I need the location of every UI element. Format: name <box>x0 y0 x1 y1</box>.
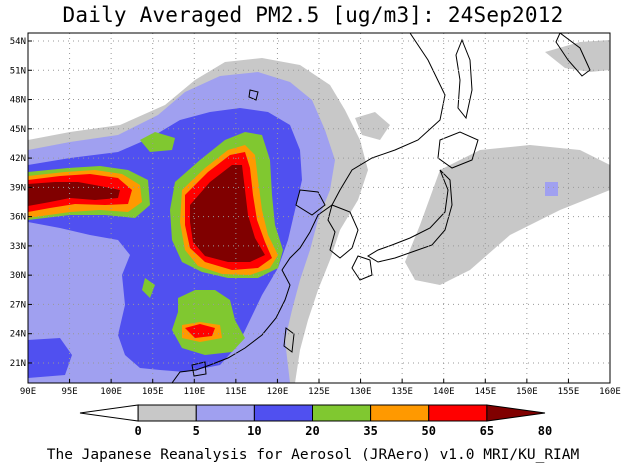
x-tick-label: 130E <box>350 387 372 397</box>
colorbar-label: 20 <box>305 424 319 438</box>
colorbar-swatch <box>137 404 197 422</box>
x-axis: 90E 95E 100E 105E 110E 115E 120E 125E 130E 135E 14… <box>20 379 621 397</box>
colorbar-label: 50 <box>422 424 436 438</box>
coastline-kamchatka <box>555 33 591 77</box>
y-tick-label: 33N <box>10 242 26 252</box>
x-tick-label: 120E <box>267 387 289 397</box>
x-tick-label: 140E <box>433 387 455 397</box>
colorbar-label: 65 <box>480 424 494 438</box>
x-tick-label: 135E <box>391 387 413 397</box>
y-tick-label: 45N <box>10 125 26 135</box>
y-tick-label: 42N <box>10 154 26 164</box>
colorbar-swatch <box>428 404 488 422</box>
coastline-kyushu <box>351 255 373 281</box>
contour-35 <box>142 278 155 298</box>
coastline-korea <box>327 204 359 259</box>
contour-5 <box>405 145 610 285</box>
concentration-field <box>28 40 610 383</box>
x-tick-label: 105E <box>142 387 164 397</box>
coastlines <box>171 33 591 383</box>
colorbar: 0 5 10 20 35 50 65 80 <box>79 404 552 438</box>
y-tick-label: 48N <box>10 96 26 106</box>
colorbar-swatch <box>195 404 255 422</box>
colorbar-swatch <box>79 404 139 422</box>
coastline-asia <box>171 33 446 383</box>
x-tick-label: 155E <box>558 387 580 397</box>
y-tick-label: 30N <box>10 271 26 281</box>
colorbar-label: 35 <box>363 424 377 438</box>
coastline-hainan <box>191 361 207 377</box>
colorbar-label: 0 <box>135 424 142 438</box>
contour-5 <box>355 112 390 140</box>
coastline-sakhalin <box>455 38 473 120</box>
y-tick-label: 36N <box>10 213 26 223</box>
x-tick-label: 125E <box>308 387 330 397</box>
contour-80 <box>190 165 265 262</box>
x-tick-label: 95E <box>61 387 77 397</box>
contour-20 <box>28 338 72 378</box>
y-axis: 54N 51N 48N 45N 42N 39N 36N 33N 30N 27N 24N 21N <box>10 37 32 369</box>
colorbar-swatch <box>253 404 313 422</box>
contour-35 <box>140 132 175 152</box>
y-tick-label: 39N <box>10 183 26 193</box>
contour-5 <box>545 40 610 72</box>
map-title: Daily Averaged PM2.5 [ug/m3]: 24Sep2012 <box>62 3 564 27</box>
colorbar-swatch <box>312 404 372 422</box>
contour-10 <box>545 182 558 196</box>
colorbar-label: 10 <box>247 424 261 438</box>
y-tick-label: 24N <box>10 330 26 340</box>
graticule <box>28 33 610 383</box>
contour-80 <box>28 182 120 206</box>
coastline-bohai <box>295 189 326 216</box>
x-tick-label: 110E <box>183 387 205 397</box>
x-tick-label: 90E <box>20 387 36 397</box>
footer-credit: The Japanese Reanalysis for Aerosol (JRA… <box>46 447 580 463</box>
x-tick-label: 145E <box>474 387 496 397</box>
x-tick-label: 160E <box>599 387 621 397</box>
coastline-taiwan <box>283 327 295 353</box>
colorbar-label: 80 <box>538 424 552 438</box>
y-tick-label: 54N <box>10 37 26 47</box>
colorbar-swatch <box>370 404 430 422</box>
y-tick-label: 21N <box>10 359 26 369</box>
contour-65 <box>185 324 215 338</box>
colorbar-label: 5 <box>193 424 200 438</box>
x-tick-label: 115E <box>225 387 247 397</box>
y-tick-label: 51N <box>10 66 26 76</box>
colorbar-swatch <box>486 404 546 422</box>
x-tick-label: 150E <box>516 387 538 397</box>
coastline-lake <box>248 89 259 101</box>
y-tick-label: 27N <box>10 300 26 310</box>
coastline-honshu <box>367 169 453 263</box>
x-tick-label: 100E <box>100 387 122 397</box>
